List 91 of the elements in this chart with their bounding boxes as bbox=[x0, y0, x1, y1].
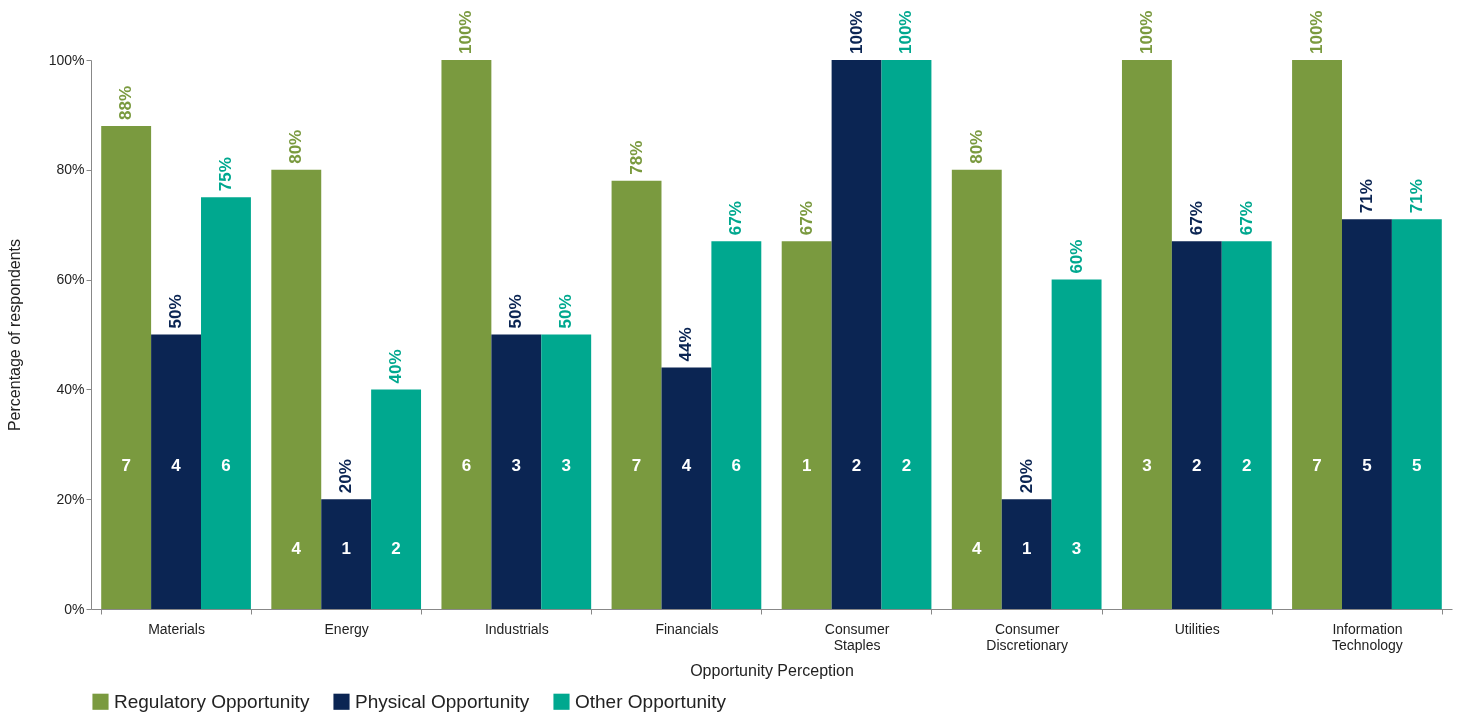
annotation: 2 bbox=[901, 456, 912, 475]
data-label: 50% bbox=[166, 294, 186, 329]
data-label: 88% bbox=[116, 85, 136, 120]
bar bbox=[1292, 60, 1342, 609]
bar bbox=[371, 389, 422, 609]
legend-label: Physical Opportunity bbox=[355, 690, 530, 712]
data-label: 100% bbox=[896, 10, 916, 54]
bar bbox=[1051, 279, 1102, 609]
data-label: 50% bbox=[556, 294, 576, 329]
bar bbox=[661, 367, 712, 609]
bar bbox=[781, 241, 832, 609]
annotation: 7 bbox=[631, 456, 642, 475]
legend-label: Regulatory Opportunity bbox=[114, 690, 310, 712]
data-label: 20% bbox=[1016, 459, 1036, 494]
annotation: 1 bbox=[801, 456, 812, 475]
x-tick-label: Consumer Discretionary bbox=[986, 620, 1069, 653]
data-label: 75% bbox=[215, 157, 235, 192]
annotation: 4 bbox=[291, 539, 302, 558]
annotation: 6 bbox=[731, 456, 742, 475]
data-label: 44% bbox=[676, 327, 696, 362]
bar bbox=[1341, 219, 1392, 609]
bar bbox=[1121, 60, 1172, 609]
bar bbox=[881, 60, 932, 609]
x-axis-title: Opportunity Perception bbox=[690, 661, 854, 679]
x-tick-label: Information Technology bbox=[1332, 620, 1403, 653]
data-label: 67% bbox=[1186, 201, 1206, 236]
data-label: 67% bbox=[1236, 201, 1256, 236]
data-label: 50% bbox=[506, 294, 526, 329]
legend-label: Other Opportunity bbox=[575, 690, 727, 712]
bar bbox=[491, 334, 542, 609]
bar bbox=[101, 125, 152, 609]
annotation: 5 bbox=[1412, 456, 1422, 475]
annotation: 7 bbox=[1312, 456, 1322, 475]
annotation: 2 bbox=[1241, 456, 1252, 475]
bar bbox=[271, 169, 322, 609]
data-label: 20% bbox=[336, 459, 356, 494]
y-tick-label: 60% bbox=[56, 271, 85, 288]
data-label: 40% bbox=[386, 349, 406, 384]
bar bbox=[951, 169, 1002, 609]
bar bbox=[711, 241, 762, 609]
annotation: 6 bbox=[221, 456, 231, 475]
bar bbox=[1221, 241, 1272, 609]
bar bbox=[151, 334, 202, 609]
annotation: 7 bbox=[121, 456, 131, 475]
bar bbox=[541, 334, 592, 609]
y-tick-label: 100% bbox=[48, 51, 85, 68]
y-tick-label: 80% bbox=[56, 161, 85, 178]
data-label: 60% bbox=[1066, 239, 1086, 274]
annotation: 2 bbox=[1192, 456, 1202, 475]
annotation: 3 bbox=[1142, 456, 1152, 475]
annotation: 1 bbox=[341, 539, 351, 558]
annotation: 2 bbox=[391, 539, 401, 558]
y-tick-label: 0% bbox=[64, 600, 85, 617]
x-tick-label: Consumer Staples bbox=[824, 620, 890, 653]
data-label: 71% bbox=[1406, 179, 1426, 214]
y-tick-label: 40% bbox=[56, 380, 85, 397]
annotation: 6 bbox=[461, 456, 472, 475]
bar bbox=[201, 197, 251, 609]
data-label: 80% bbox=[286, 129, 306, 164]
bar bbox=[1001, 499, 1052, 609]
data-label: 100% bbox=[846, 10, 866, 54]
bar bbox=[321, 499, 372, 609]
annotation: 4 bbox=[171, 456, 182, 475]
data-label: 78% bbox=[626, 140, 646, 175]
data-label: 100% bbox=[1307, 10, 1327, 54]
bar bbox=[1171, 241, 1222, 609]
bar bbox=[611, 180, 662, 609]
x-tick-label: Financials bbox=[655, 620, 719, 637]
annotation: 2 bbox=[851, 456, 862, 475]
x-tick-label: Materials bbox=[148, 620, 205, 637]
annotation: 1 bbox=[1021, 539, 1032, 558]
x-tick-label: Utilities bbox=[1174, 620, 1220, 637]
data-label: 100% bbox=[1136, 10, 1156, 54]
y-axis-title: Percentage of respondents bbox=[5, 238, 23, 432]
annotation: 3 bbox=[1071, 539, 1082, 558]
data-label: 67% bbox=[726, 201, 746, 236]
y-tick-label: 20% bbox=[56, 490, 85, 507]
bar bbox=[441, 60, 492, 609]
data-label: 67% bbox=[796, 201, 816, 236]
data-label: 100% bbox=[456, 10, 476, 54]
x-tick-label: Energy bbox=[324, 620, 369, 637]
x-tick-label: Industrials bbox=[484, 620, 549, 637]
data-label: 71% bbox=[1356, 179, 1376, 214]
annotation: 4 bbox=[972, 539, 983, 558]
annotation: 3 bbox=[511, 456, 522, 475]
bar bbox=[831, 60, 882, 609]
data-label: 80% bbox=[966, 129, 986, 164]
annotation: 4 bbox=[681, 456, 692, 475]
bar bbox=[1391, 219, 1442, 609]
annotation: 5 bbox=[1362, 456, 1372, 475]
annotation: 3 bbox=[561, 456, 571, 475]
